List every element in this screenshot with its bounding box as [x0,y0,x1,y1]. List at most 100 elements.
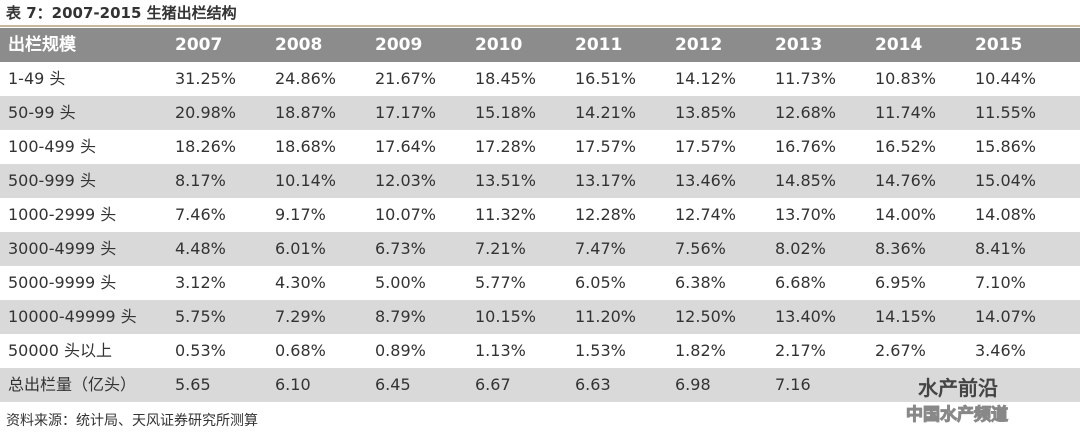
cell-value: 7.21% [475,239,526,258]
cell-value: 1.13% [475,341,526,360]
cell-value: 3.12% [175,273,226,292]
cell-value: 14.12% [675,69,737,88]
cell-value: 9.17% [275,205,326,224]
cell-value: 4.48% [175,239,226,258]
cell-value: 17.57% [675,137,737,156]
cell-value: 6.98 [675,375,711,394]
cell-value: 17.17% [375,103,437,122]
cell-value: 0.53% [175,341,226,360]
cell-value: 11.20% [575,307,637,326]
row-label: 5000-9999 头 [8,273,117,292]
cell-value: 12.74% [675,205,737,224]
cell-value: 31.25% [175,69,237,88]
cell-value: 6.67 [475,375,511,394]
cell-value: 14.76% [875,171,937,190]
cell-value: 14.00% [875,205,937,224]
cell-value: 17.64% [375,137,437,156]
cell-value: 14.85% [775,171,837,190]
column-header: 2009 [375,35,423,55]
cell-value: 16.51% [575,69,637,88]
table-row: 1-49 头 31.25% 24.86% 21.67% 18.45% 16.51% 14.1… [0,62,1080,96]
cell-value: 13.17% [575,171,637,190]
cell-value: 8.17% [175,171,226,190]
cell-value: 13.40% [775,307,837,326]
column-header: 出栏规模 [8,35,76,55]
cell-value: 16.52% [875,137,937,156]
table-row: 500-999 头 8.17% 10.14% 12.03% 13.51% 13.17% 13… [0,164,1080,198]
cell-value: 6.63 [575,375,611,394]
cell-value: 11.74% [875,103,937,122]
table-row: 50000 头以上 0.53% 0.68% 0.89% 1.13% 1.53% 1.82% 2… [0,334,1080,368]
table-row: 3000-4999 头 4.48% 6.01% 6.73% 7.21% 7.47% 7.56… [0,232,1080,266]
cell-value: 12.28% [575,205,637,224]
cell-value: 10.15% [475,307,537,326]
cell-value: 0.89% [375,341,426,360]
cell-value: 14.15% [875,307,937,326]
cell-value: 7.29% [275,307,326,326]
cell-value: 14.07% [975,307,1037,326]
column-header: 2010 [475,35,523,55]
column-header: 2015 [975,35,1023,55]
cell-value: 7.16 [775,375,811,394]
column-header: 2013 [775,35,823,55]
table-row: 总出栏量（亿头） 5.65 6.10 6.45 6.67 6.63 6.98 7.16 [0,368,1080,402]
cell-value: 6.38% [675,273,726,292]
cell-value: 12.50% [675,307,737,326]
column-header: 2007 [175,35,223,55]
watermark: 水产前沿 [918,376,998,400]
cell-value: 10.14% [275,171,337,190]
cell-value: 15.04% [975,171,1037,190]
cell-value: 13.46% [675,171,737,190]
cell-value: 6.45 [375,375,411,394]
cell-value: 5.65 [175,375,211,394]
watermark-sub: 中国水产频道 [906,405,1009,426]
cell-value: 6.01% [275,239,326,258]
cell-value: 16.76% [775,137,837,156]
row-label: 100-499 头 [8,137,96,156]
table-row: 50-99 头 20.98% 18.87% 17.17% 15.18% 14.21% 13.… [0,96,1080,130]
cell-value: 2.67% [875,341,926,360]
cell-value: 1.53% [575,341,626,360]
cell-value: 14.21% [575,103,637,122]
cell-value: 11.32% [475,205,537,224]
cell-value: 6.68% [775,273,826,292]
cell-value: 18.26% [175,137,237,156]
cell-value: 6.10 [275,375,311,394]
cell-value: 7.10% [975,273,1026,292]
cell-value: 6.95% [875,273,926,292]
cell-value: 13.85% [675,103,737,122]
table-title: 表 7：2007-2015 生猪出栏结构 [6,4,237,22]
header-row: 出栏规模 2007 2008 2009 2010 2011 2012 2013 2014 2015 [0,28,1080,62]
row-label: 50-99 头 [8,103,76,122]
row-label: 50000 头以上 [8,341,112,360]
cell-value: 8.41% [975,239,1026,258]
cell-value: 10.44% [975,69,1037,88]
cell-value: 8.79% [375,307,426,326]
cell-value: 12.03% [375,171,437,190]
cell-value: 13.70% [775,205,837,224]
source-note: 资料来源：统计局、天风证券研究所测算 [6,413,258,429]
cell-value: 11.73% [775,69,837,88]
cell-value: 21.67% [375,69,437,88]
cell-value: 0.68% [275,341,326,360]
row-label: 总出栏量（亿头） [8,375,137,394]
cell-value: 5.75% [175,307,226,326]
row-label: 10000-49999 头 [8,307,137,326]
column-header: 2011 [575,35,623,55]
cell-value: 4.30% [275,273,326,292]
column-header: 2012 [675,35,723,55]
title-rule [0,25,1080,27]
table-row: 100-499 头 18.26% 18.68% 17.64% 17.28% 17.57% 1… [0,130,1080,164]
cell-value: 18.68% [275,137,337,156]
cell-value: 15.18% [475,103,537,122]
table-row: 10000-49999 头 5.75% 7.29% 8.79% 10.15% 11.20%… [0,300,1080,334]
cell-value: 6.05% [575,273,626,292]
table-row: 5000-9999 头 3.12% 4.30% 5.00% 5.77% 6.05% 6.38… [0,266,1080,300]
cell-value: 17.28% [475,137,537,156]
cell-value: 10.07% [375,205,437,224]
cell-value: 17.57% [575,137,637,156]
cell-value: 18.87% [275,103,337,122]
cell-value: 7.46% [175,205,226,224]
cell-value: 5.00% [375,273,426,292]
